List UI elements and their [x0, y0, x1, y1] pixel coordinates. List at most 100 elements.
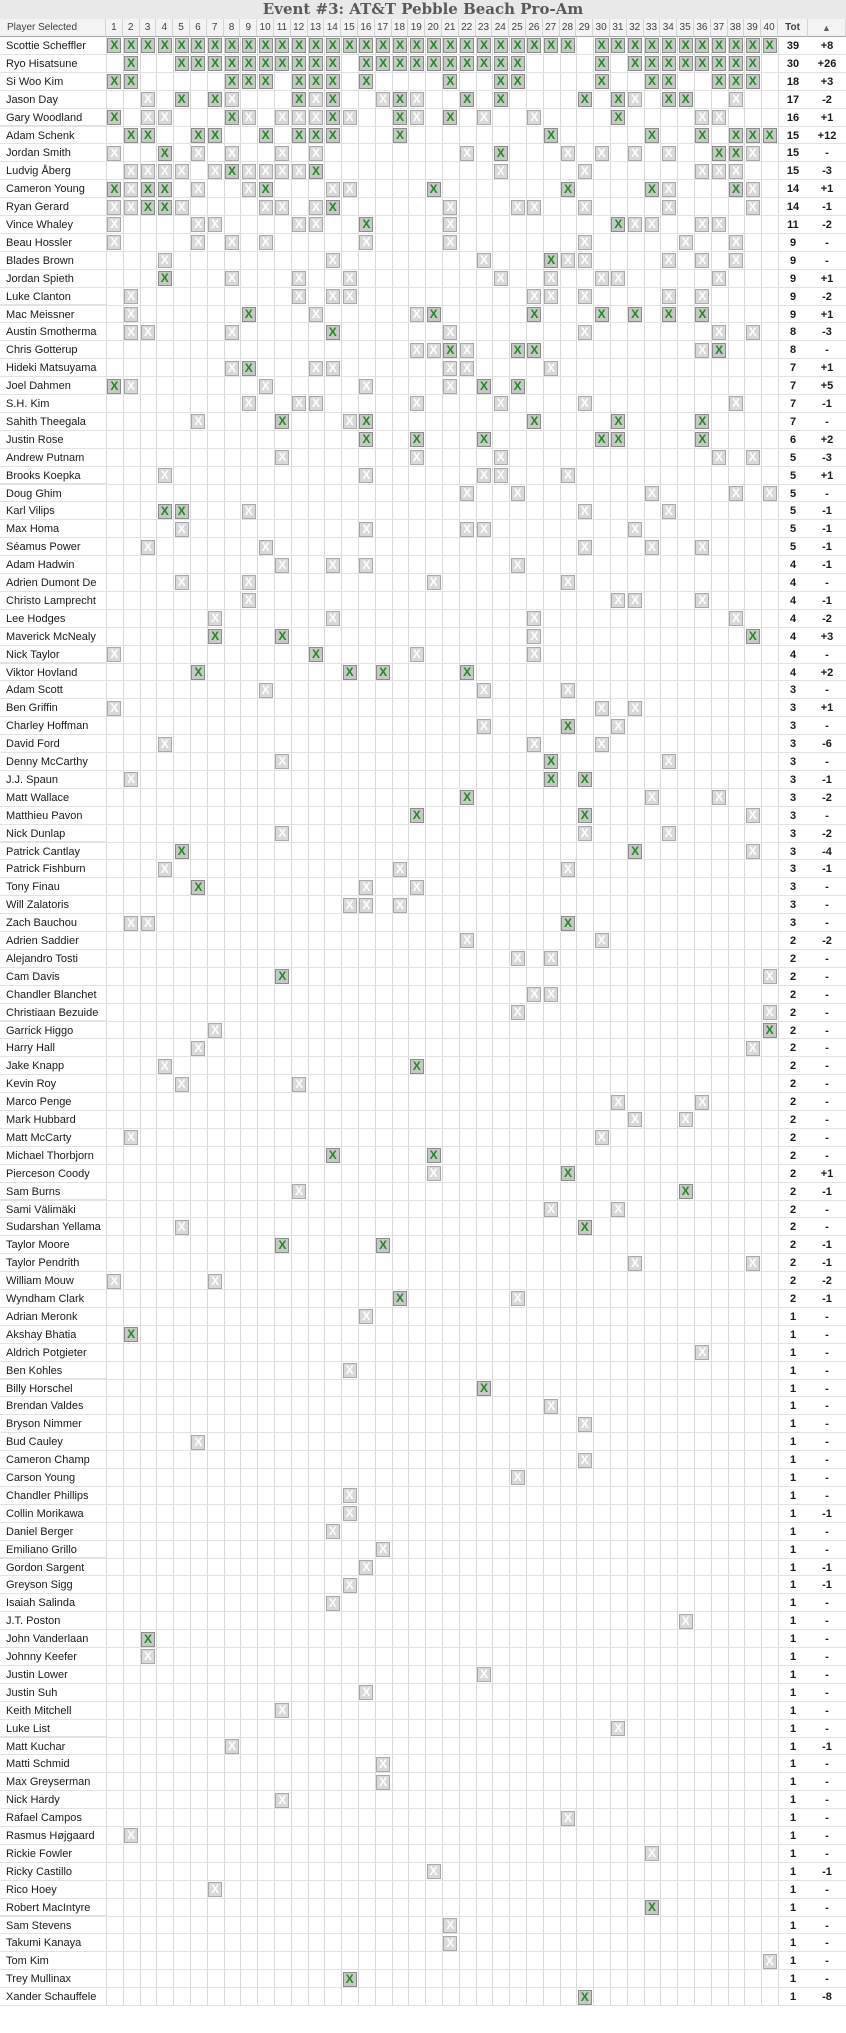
selection-mark-grey[interactable]: X: [174, 521, 189, 537]
selection-mark-green[interactable]: X: [325, 56, 340, 72]
selection-mark-green[interactable]: X: [141, 181, 155, 197]
selection-mark-green[interactable]: X: [258, 74, 273, 90]
selection-mark-grey[interactable]: X: [493, 163, 508, 179]
selection-mark-green[interactable]: X: [292, 56, 307, 72]
selection-mark-green[interactable]: X: [477, 432, 491, 448]
selection-mark-grey[interactable]: X: [409, 647, 424, 663]
selection-mark-green[interactable]: X: [762, 127, 777, 143]
event-column-header[interactable]: 8: [223, 19, 241, 37]
selection-mark-grey[interactable]: X: [611, 1094, 626, 1110]
selection-mark-grey[interactable]: X: [561, 468, 575, 484]
selection-mark-grey[interactable]: X: [695, 163, 710, 179]
selection-mark-grey[interactable]: X: [460, 933, 475, 949]
selection-mark-grey[interactable]: X: [762, 969, 777, 985]
selection-mark-grey[interactable]: X: [174, 575, 189, 591]
selection-mark-grey[interactable]: X: [409, 110, 424, 126]
selection-mark-grey[interactable]: X: [325, 253, 340, 269]
selection-mark-green[interactable]: X: [191, 56, 206, 72]
selection-mark-grey[interactable]: X: [342, 1506, 357, 1522]
selection-mark-grey[interactable]: X: [745, 843, 760, 859]
selection-mark-green[interactable]: X: [409, 38, 424, 54]
selection-mark-grey[interactable]: X: [745, 1040, 760, 1056]
selection-mark-grey[interactable]: X: [544, 271, 559, 287]
selection-mark-green[interactable]: X: [258, 181, 273, 197]
selection-mark-grey[interactable]: X: [359, 235, 374, 251]
event-column-header[interactable]: 28: [559, 19, 577, 37]
selection-mark-grey[interactable]: X: [309, 306, 323, 322]
selection-mark-grey[interactable]: X: [645, 790, 659, 806]
selection-mark-green[interactable]: X: [577, 92, 592, 108]
selection-mark-grey[interactable]: X: [460, 145, 475, 161]
selection-mark-grey[interactable]: X: [393, 897, 407, 913]
selection-mark-grey[interactable]: X: [292, 217, 307, 233]
selection-mark-grey[interactable]: X: [544, 360, 559, 376]
event-column-header[interactable]: 31: [610, 19, 627, 37]
selection-mark-green[interactable]: X: [729, 181, 743, 197]
selection-mark-grey[interactable]: X: [443, 378, 458, 394]
selection-mark-grey[interactable]: X: [712, 163, 727, 179]
selection-mark-green[interactable]: X: [493, 74, 508, 90]
selection-mark-grey[interactable]: X: [493, 396, 508, 412]
selection-mark-green[interactable]: X: [393, 127, 407, 143]
selection-mark-green[interactable]: X: [225, 163, 239, 179]
selection-mark-green[interactable]: X: [762, 1022, 777, 1038]
event-column-header[interactable]: 16: [358, 19, 375, 37]
selection-mark-green[interactable]: X: [645, 74, 659, 90]
selection-mark-green[interactable]: X: [426, 1148, 441, 1164]
selection-mark-grey[interactable]: X: [292, 396, 307, 412]
event-column-header[interactable]: 9: [240, 19, 258, 37]
selection-mark-grey[interactable]: X: [460, 521, 475, 537]
selection-mark-grey[interactable]: X: [661, 289, 676, 305]
selection-mark-grey[interactable]: X: [292, 1184, 307, 1200]
selection-mark-grey[interactable]: X: [225, 360, 239, 376]
selection-mark-grey[interactable]: X: [342, 289, 357, 305]
selection-mark-green[interactable]: X: [544, 253, 559, 269]
selection-mark-green[interactable]: X: [359, 414, 374, 430]
selection-mark-green[interactable]: X: [258, 56, 273, 72]
selection-mark-grey[interactable]: X: [174, 1076, 189, 1092]
selection-mark-grey[interactable]: X: [661, 181, 676, 197]
selection-mark-green[interactable]: X: [174, 503, 189, 519]
selection-mark-grey[interactable]: X: [191, 1040, 206, 1056]
selection-mark-grey[interactable]: X: [292, 271, 307, 287]
event-column-header[interactable]: 23: [475, 19, 493, 37]
selection-mark-grey[interactable]: X: [292, 1076, 307, 1092]
selection-mark-grey[interactable]: X: [124, 772, 139, 788]
selection-mark-green[interactable]: X: [661, 38, 676, 54]
selection-mark-grey[interactable]: X: [325, 557, 340, 573]
selection-mark-grey[interactable]: X: [443, 360, 458, 376]
selection-mark-green[interactable]: X: [510, 378, 525, 394]
selection-mark-green[interactable]: X: [695, 127, 710, 143]
selection-mark-green[interactable]: X: [292, 127, 307, 143]
selection-mark-green[interactable]: X: [393, 1291, 407, 1307]
selection-mark-grey[interactable]: X: [191, 217, 206, 233]
selection-mark-grey[interactable]: X: [325, 289, 340, 305]
selection-mark-green[interactable]: X: [309, 38, 323, 54]
selection-mark-green[interactable]: X: [745, 38, 760, 54]
selection-mark-grey[interactable]: X: [342, 181, 357, 197]
selection-mark-grey[interactable]: X: [107, 145, 122, 161]
selection-mark-green[interactable]: X: [661, 74, 676, 90]
selection-mark-grey[interactable]: X: [124, 181, 139, 197]
selection-mark-grey[interactable]: X: [141, 539, 155, 555]
event-column-header[interactable]: 27: [542, 19, 560, 37]
selection-mark-grey[interactable]: X: [510, 951, 525, 967]
selection-mark-green[interactable]: X: [409, 56, 424, 72]
selection-mark-grey[interactable]: X: [729, 163, 743, 179]
selection-mark-green[interactable]: X: [611, 217, 626, 233]
event-column-header[interactable]: 19: [408, 19, 426, 37]
selection-mark-grey[interactable]: X: [359, 1685, 374, 1701]
selection-mark-grey[interactable]: X: [527, 647, 542, 663]
selection-mark-green[interactable]: X: [325, 74, 340, 90]
selection-mark-grey[interactable]: X: [628, 521, 643, 537]
selection-mark-green[interactable]: X: [107, 181, 122, 197]
selection-mark-grey[interactable]: X: [762, 1005, 777, 1021]
selection-mark-green[interactable]: X: [208, 629, 223, 645]
selection-mark-green[interactable]: X: [628, 38, 643, 54]
selection-mark-green[interactable]: X: [376, 56, 391, 72]
selection-mark-grey[interactable]: X: [712, 324, 727, 340]
selection-mark-grey[interactable]: X: [577, 324, 592, 340]
selection-mark-green[interactable]: X: [325, 324, 340, 340]
selection-mark-grey[interactable]: X: [376, 1756, 391, 1772]
selection-mark-green[interactable]: X: [695, 432, 710, 448]
